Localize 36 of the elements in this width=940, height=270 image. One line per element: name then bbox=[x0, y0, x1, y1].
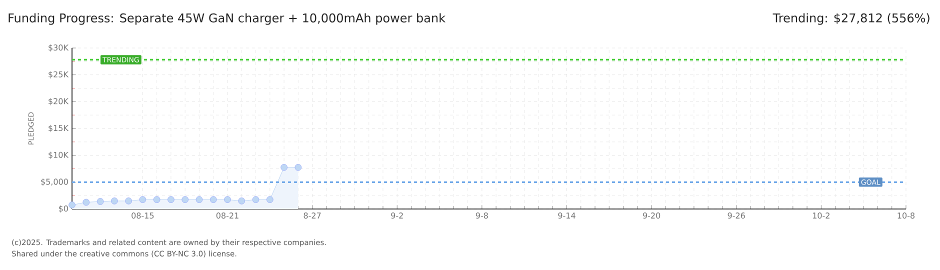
y-tick-label: $20K bbox=[48, 98, 69, 106]
y-tick-label: $15K bbox=[48, 124, 69, 132]
point bbox=[294, 164, 302, 171]
chart-subtitle: Trending: $27,812 (556%) bbox=[772, 13, 930, 25]
point bbox=[68, 202, 76, 208]
x-tick-label: 9-8 bbox=[476, 212, 488, 219]
point bbox=[210, 196, 217, 203]
x-tick-label: 08-21 bbox=[216, 212, 238, 219]
x-tick-label: 9-14 bbox=[558, 212, 576, 219]
chart-title: Funding Progress: Separate 45W GaN charger + 10,000mAh power bank bbox=[8, 13, 446, 25]
point bbox=[238, 198, 246, 204]
point bbox=[153, 196, 160, 203]
x-tick-label: 08-15 bbox=[132, 212, 154, 219]
point bbox=[125, 198, 132, 204]
point bbox=[224, 196, 231, 203]
y-tick-label: $30K bbox=[48, 44, 69, 52]
x-tick-label: 9-26 bbox=[728, 212, 745, 219]
x-tick-label: 9-2 bbox=[391, 212, 403, 219]
point bbox=[266, 196, 274, 203]
point bbox=[139, 196, 146, 203]
point bbox=[168, 196, 174, 203]
x-tick-label: 9-20 bbox=[642, 212, 660, 219]
x-tick-label: 8-27 bbox=[304, 212, 321, 219]
y-tick-label: $0 bbox=[58, 205, 68, 213]
point bbox=[252, 196, 260, 203]
point bbox=[111, 198, 118, 204]
x-tick-label: 10-8 bbox=[898, 212, 915, 219]
y-tick-label: $10K bbox=[48, 152, 69, 159]
point bbox=[82, 198, 90, 206]
point bbox=[96, 198, 104, 205]
y-tick-label: $25K bbox=[48, 71, 69, 78]
y-tick-label: $5,000 bbox=[41, 178, 68, 186]
point bbox=[280, 164, 288, 171]
point bbox=[182, 196, 188, 203]
point bbox=[196, 196, 203, 203]
x-tick-label: 10-2 bbox=[812, 212, 830, 219]
